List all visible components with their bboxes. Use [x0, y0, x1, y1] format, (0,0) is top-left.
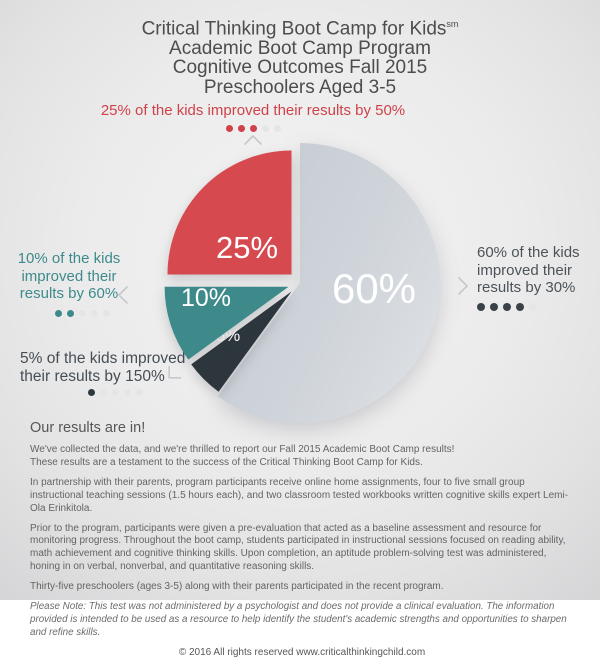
title-line-3: Cognitive Outcomes Fall 2015	[172, 57, 428, 79]
pie-slice-60pct	[217, 143, 440, 423]
callout-25: 25% of the kids improved their results b…	[53, 102, 453, 132]
page-title: Critical Thinking Boot Camp for Kidssm A…	[0, 15, 600, 97]
pie-slices: 60%5%10%25%	[164, 143, 440, 423]
dot-filled	[237, 125, 245, 132]
dot-empty	[102, 309, 110, 317]
dot-filled	[477, 302, 485, 311]
title-line-4: Preschoolers Aged 3-5	[203, 76, 397, 98]
dot-empty	[136, 389, 143, 396]
dot-empty	[90, 309, 98, 317]
results-paragraph-1: We've collected the data, and we're thri…	[30, 444, 455, 468]
dot-filled	[516, 302, 524, 311]
dot-filled	[249, 125, 257, 132]
callout-5-dots	[20, 389, 220, 396]
dot-empty	[273, 125, 281, 132]
dot-filled	[503, 302, 511, 311]
callout-25-dots	[53, 125, 453, 132]
callout-25-text: 25% of the kids improved their results b…	[100, 102, 406, 119]
dot-empty	[78, 309, 86, 317]
callout-60-dots	[477, 302, 597, 311]
title-line-2: Academic Boot Camp Program	[169, 37, 431, 59]
callout-10-dots	[8, 309, 130, 317]
callout-60-line-2: improved their	[477, 261, 573, 279]
pie-label-10pct: 10%	[181, 284, 231, 312]
callout-10-line-1: 10% of the kids	[17, 250, 121, 267]
pie-chart: 60%5%10%25%	[164, 143, 440, 423]
chevron-right-icon	[456, 275, 470, 297]
copyright-footer: © 2016 All rights reserved www.criticalt…	[178, 646, 426, 658]
callout-5-line-2: their results by 150%	[20, 367, 165, 385]
callout-60-line-3: results by 30%	[477, 279, 576, 296]
dot-filled	[225, 125, 233, 132]
title-line-1: Critical Thinking Boot Camp for Kidssm	[0, 15, 600, 39]
pie-slice-10pct	[164, 286, 289, 360]
results-paragraph-2: In partnership with their parents, progr…	[30, 476, 569, 514]
chevron-down-left-icon	[159, 362, 184, 387]
callout-10-line-2: improved their	[21, 267, 117, 285]
dot-filled	[490, 302, 498, 311]
results-disclaimer: Please Note: This test was not administe…	[30, 601, 567, 638]
dot-empty	[529, 302, 537, 311]
callout-60-line-1: 60% of the kids	[477, 244, 580, 261]
results-heading: Our results are in!	[30, 420, 146, 436]
results-paragraph-3: Prior to the program, participants were …	[30, 522, 566, 573]
pie-label-60pct: 60%	[332, 265, 416, 312]
dot-empty	[124, 389, 131, 396]
dot-empty	[261, 125, 269, 132]
callout-60: 60% of the kids improved their results b…	[477, 244, 597, 311]
title-servicemark: sm	[446, 19, 459, 29]
callout-10: 10% of the kids improved their results b…	[8, 250, 130, 317]
dot-empty	[100, 389, 107, 396]
dot-empty	[112, 389, 119, 396]
dot-filled	[54, 309, 62, 317]
dot-filled	[88, 389, 95, 396]
title-line-1-text: Critical Thinking Boot Camp for Kids	[141, 18, 447, 40]
results-paragraph-4: Thirty-five preschoolers (ages 3-5) alon…	[30, 581, 444, 593]
callout-10-line-3: results by 60%	[19, 285, 119, 302]
callout-5: 5% of the kids improved their results by…	[20, 350, 220, 396]
pie-slice-25pct	[167, 150, 292, 275]
callout-5-line-1: 5% of the kids improved	[20, 350, 186, 367]
pie-slice-5pct	[191, 291, 292, 392]
pie-label-25pct: 25%	[216, 230, 278, 265]
results-section: Our results are in! We've collected the …	[30, 420, 574, 658]
chevron-left-icon	[116, 284, 130, 306]
dot-filled	[66, 309, 74, 317]
chevron-up-icon	[242, 133, 264, 147]
